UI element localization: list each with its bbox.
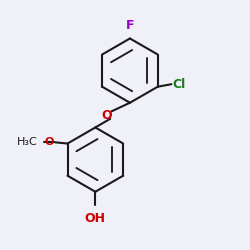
Text: Cl: Cl	[172, 78, 186, 91]
Text: OH: OH	[85, 212, 106, 224]
Text: O: O	[101, 108, 112, 122]
Text: O: O	[44, 137, 54, 147]
Text: F: F	[126, 19, 134, 32]
Text: H₃C: H₃C	[17, 137, 38, 147]
